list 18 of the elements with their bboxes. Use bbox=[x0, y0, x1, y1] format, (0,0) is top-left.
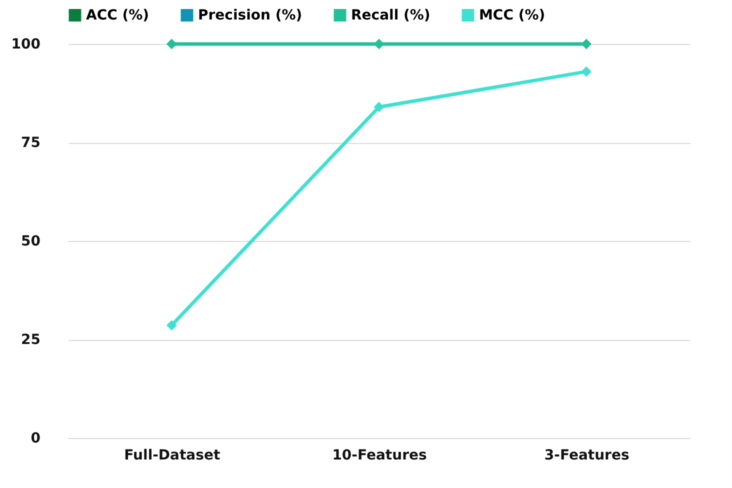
point bbox=[166, 38, 177, 50]
point bbox=[581, 38, 592, 50]
y-tick-label: 25 bbox=[21, 332, 40, 348]
point bbox=[166, 320, 177, 331]
y-tick-label: 100 bbox=[11, 36, 41, 52]
point bbox=[581, 66, 592, 77]
legend-label: MCC (%) bbox=[479, 7, 546, 24]
point bbox=[374, 38, 384, 50]
x-tick-label: 3-Features bbox=[544, 448, 630, 464]
y-tick-label: 75 bbox=[21, 135, 40, 151]
x-tick-label: Full-Dataset bbox=[124, 448, 220, 464]
y-tick-label: 0 bbox=[30, 430, 41, 446]
point bbox=[374, 102, 384, 112]
legend-label: ACC (%) bbox=[86, 7, 150, 24]
y-tick-label: 50 bbox=[21, 234, 41, 250]
legend-label: Precision (%) bbox=[198, 7, 302, 24]
legend-label: Recall (%) bbox=[351, 7, 430, 24]
x-tick-label: 10-Features bbox=[332, 448, 427, 464]
